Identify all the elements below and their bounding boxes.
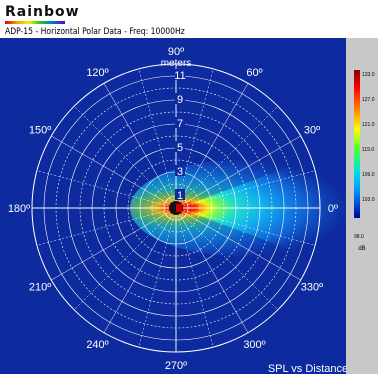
logo-text: Rainbow <box>5 4 80 20</box>
angle-label: 330º <box>301 282 323 294</box>
grid-spoke <box>175 68 214 209</box>
radial-tick-label: 5 <box>177 142 183 154</box>
grid-spoke <box>103 207 177 333</box>
grid-spoke <box>138 68 177 209</box>
colorbar-bar <box>354 70 360 218</box>
radial-tick-bg <box>175 165 185 176</box>
angle-label: 30º <box>304 125 320 137</box>
radial-tick-bg <box>175 189 185 200</box>
bottom-caption: SPL vs Distance <box>268 363 346 374</box>
grid-spoke <box>175 207 249 333</box>
colorbar-tick-label: 121.0 <box>362 122 375 128</box>
colorbar-tick-label: 133.0 <box>362 72 375 78</box>
angle-label: 300º <box>243 339 265 351</box>
colorbar-unit: dB <box>358 246 365 252</box>
colorbar-tick-label: 103.0 <box>362 197 375 203</box>
radial-tick-label: 9 <box>177 94 183 106</box>
angle-label: 60º <box>246 67 262 79</box>
angle-label: 120º <box>86 67 108 79</box>
grid-spoke <box>175 135 301 209</box>
radial-tick-bg <box>175 69 185 80</box>
grid-spoke <box>36 207 177 246</box>
polar-chart: 1 3 5 7 9 11 0º 30º 60º 90º 120º 150º 180º 210º 240º 2… <box>0 38 346 374</box>
radial-tick-label: 3 <box>177 166 183 178</box>
radial-tick-bg <box>175 141 185 152</box>
angle-label: 270º <box>165 360 187 372</box>
radial-tick-bg <box>175 93 185 104</box>
grid-spoke <box>175 207 279 311</box>
grid-spoke <box>138 207 177 348</box>
angle-label: 180º <box>8 203 30 215</box>
radial-tick-label: 11 <box>174 70 185 82</box>
radial-tick-bg <box>175 117 185 128</box>
grid-spoke <box>103 83 177 209</box>
angle-label: 240º <box>86 339 108 351</box>
angle-label: 0º <box>328 203 338 215</box>
header: Rainbow ADP-15 - Horizontal Polar Data -… <box>0 0 378 38</box>
angle-label: 90º <box>168 46 184 58</box>
grid-spoke <box>73 207 177 311</box>
radial-axis-label: meters <box>161 58 192 69</box>
radial-tick-labels: 1 3 5 7 9 11 <box>174 69 186 202</box>
colorbar-tick-label: 98.0 <box>354 234 364 240</box>
colorbar-tick-label: 127.0 <box>362 97 375 103</box>
radial-tick-label: 7 <box>177 118 183 130</box>
angle-label: 150º <box>29 125 51 137</box>
colorbar-tick-labels: 133.0 127.0 121.0 115.0 109.0 103.0 98.0 <box>354 72 375 240</box>
source-marker-face <box>176 204 182 212</box>
grid-spoke <box>175 83 249 209</box>
angle-labels: 0º 30º 60º 90º 120º 150º 180º 210º 240º 270º 300º 3… <box>8 46 338 372</box>
right-panel: 133.0 127.0 121.0 115.0 109.0 103.0 98.0 dB <box>346 38 378 374</box>
angle-label: 210º <box>29 282 51 294</box>
grid-spoke <box>175 170 316 209</box>
grid-spoke <box>175 207 214 348</box>
logo-rainbow-stripe <box>5 21 65 24</box>
grid-spoke <box>36 170 177 209</box>
grid-spoke <box>175 207 316 246</box>
grid-spoke <box>51 135 177 209</box>
grid-spoke <box>175 207 301 281</box>
colorbar-tick-label: 109.0 <box>362 172 375 178</box>
radial-tick-label: 1 <box>177 190 183 202</box>
chart-title: ADP-15 - Horizontal Polar Data - Freq: 1… <box>5 27 185 37</box>
colorbar-tick-label: 115.0 <box>362 147 374 153</box>
colorbar-labels: 133.0 127.0 121.0 115.0 109.0 103.0 98.0 dB <box>354 70 375 252</box>
grid-spoke <box>51 207 177 281</box>
